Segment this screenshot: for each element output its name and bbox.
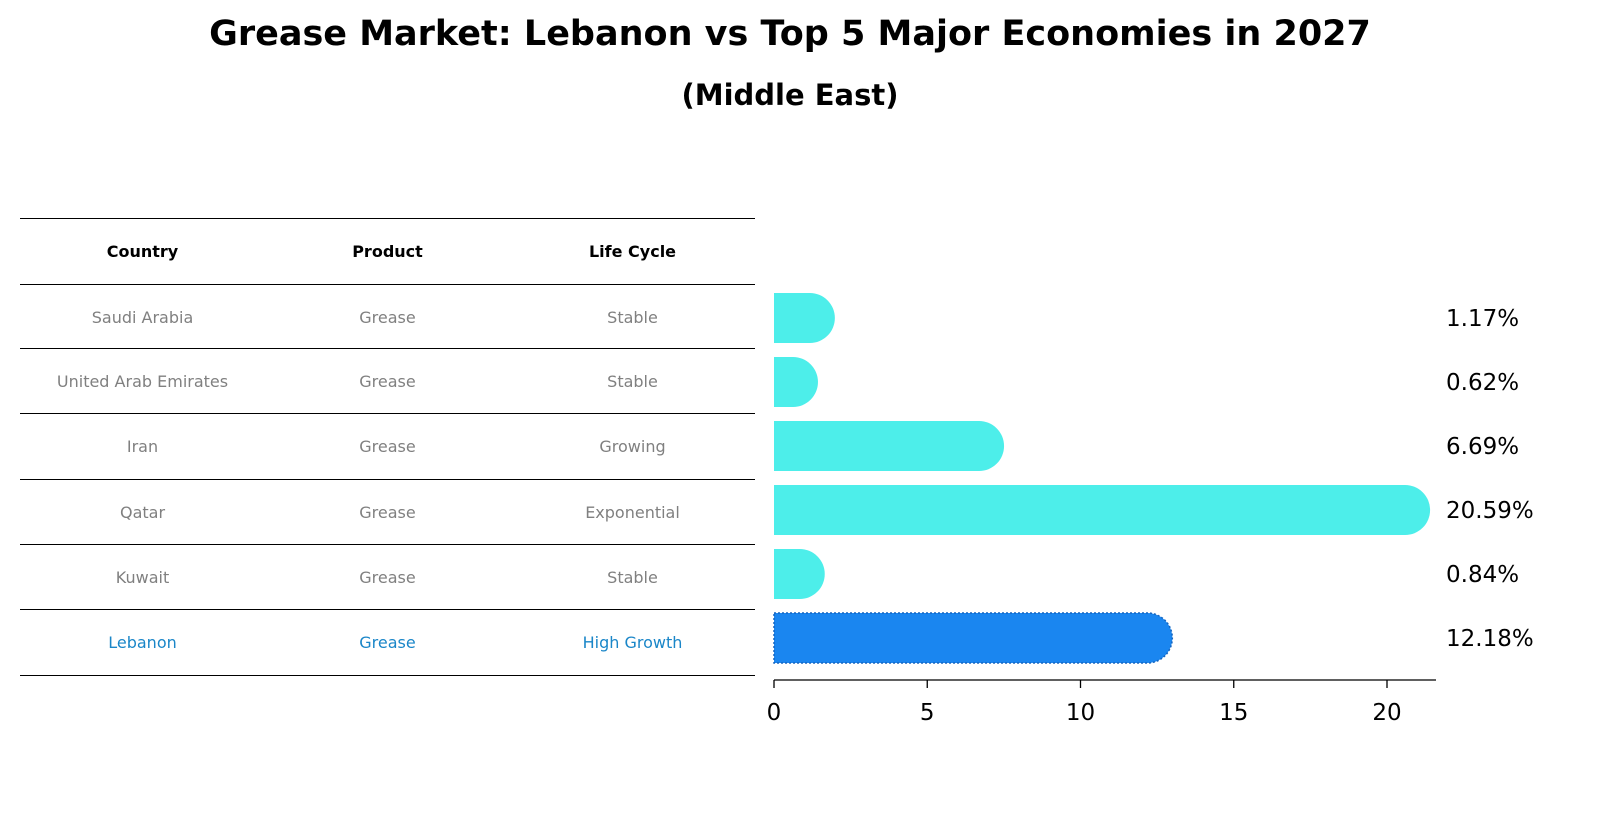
cell-life-cycle: Stable (607, 567, 658, 587)
table-rule (20, 479, 755, 480)
bar-value-label: 1.17% (1446, 306, 1519, 332)
bar (774, 549, 825, 599)
header-life-cycle: Life Cycle (588, 241, 677, 261)
cell-life-cycle: High Growth (582, 632, 683, 652)
cell-country: Kuwait (115, 567, 170, 587)
bar-highlight (773, 612, 1173, 664)
x-tick-label: 5 (920, 700, 935, 726)
cell-country: Qatar (119, 502, 166, 522)
table-rule (20, 348, 755, 349)
bar (774, 485, 1431, 535)
cell-life-cycle: Growing (599, 436, 666, 456)
cell-product: Grease (359, 371, 416, 391)
cell-life-cycle: Exponential (585, 502, 680, 522)
cell-product: Grease (359, 307, 416, 327)
table-rule (20, 609, 755, 610)
bar (774, 421, 1005, 471)
bar (774, 293, 835, 343)
bar-value-label: 6.69% (1446, 434, 1519, 460)
cell-country: Lebanon (108, 632, 177, 652)
table-row: Qatar Grease Exponential (20, 479, 755, 545)
bar-value-label: 12.18% (1446, 626, 1534, 652)
bar-value-label: 0.62% (1446, 370, 1519, 396)
cell-product: Grease (359, 502, 416, 522)
x-tick-label: 15 (1219, 700, 1248, 726)
table-rule (20, 675, 755, 676)
cell-country: Iran (126, 436, 159, 456)
table-rule (20, 413, 755, 414)
bar (774, 357, 818, 407)
cell-life-cycle: Stable (607, 371, 658, 391)
table-row: United Arab Emirates Grease Stable (20, 348, 755, 414)
table-row: Kuwait Grease Stable (20, 544, 755, 610)
table-rule (20, 218, 755, 219)
cell-product: Grease (359, 632, 416, 652)
x-tick-label: 10 (1066, 700, 1095, 726)
header-country: Country (106, 241, 179, 261)
cell-country: Saudi Arabia (91, 307, 194, 327)
header-product: Product (352, 241, 423, 261)
chart-title: Grease Market: Lebanon vs Top 5 Major Ec… (209, 14, 1371, 54)
bar-value-label: 20.59% (1446, 498, 1534, 524)
cell-product: Grease (359, 567, 416, 587)
cell-product: Grease (359, 436, 416, 456)
cell-life-cycle: Stable (607, 307, 658, 327)
chart-subtitle: (Middle East) (681, 78, 899, 112)
table-header-row: Country Product Life Cycle (20, 218, 755, 284)
x-tick-label: 0 (767, 700, 782, 726)
bar-value-label: 0.84% (1446, 562, 1519, 588)
table-row-highlight: Lebanon Grease High Growth (20, 609, 755, 675)
table-rule (20, 284, 755, 285)
table-row: Iran Grease Growing (20, 413, 755, 479)
cell-country: United Arab Emirates (56, 371, 229, 391)
table-rule (20, 544, 755, 545)
table-row: Saudi Arabia Grease Stable (20, 284, 755, 350)
x-tick-label: 20 (1372, 700, 1401, 726)
